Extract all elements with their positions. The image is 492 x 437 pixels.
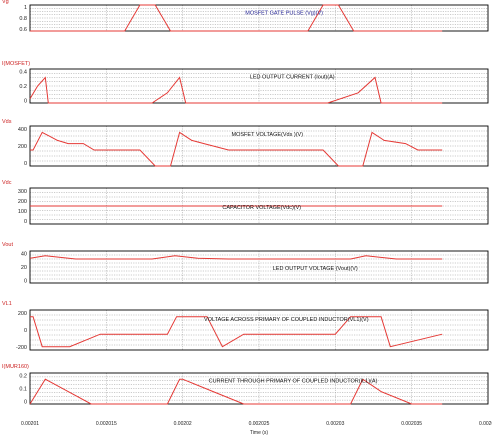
y-tick-label: 200 xyxy=(18,311,27,317)
y-tick-label: 0 xyxy=(24,400,27,406)
trace-annotation: CAPACITOR VOLTAGE(Vdc)(V) xyxy=(222,205,301,211)
signal-trace xyxy=(29,76,443,104)
y-tick-label: 20 xyxy=(21,265,27,271)
panel-4: Vdc 300 200 100 0 CAPACITOR VOLTAGE(Vdc)(V) xyxy=(2,180,489,225)
x-tick-label: 0.00204 xyxy=(479,421,492,427)
panel-1: Vg 1 0.8 0.6 MOSFET GATE PULSE (Vg)(V) xyxy=(2,0,489,33)
y-tick-label: 0.4 xyxy=(19,70,27,76)
y-tick-label: 400 xyxy=(18,127,27,133)
x-tick-label: 0.00202 xyxy=(174,421,192,427)
y-tick-label: 0.6 xyxy=(19,27,27,33)
y-tick-label: 0 xyxy=(24,278,27,284)
panel-ylabel: Vg xyxy=(2,0,9,5)
y-tick-label: 0 xyxy=(24,161,27,167)
panel-frame xyxy=(29,250,489,284)
panel-ylabel: I(MUR160) xyxy=(2,364,29,370)
y-tick-label: 200 xyxy=(18,144,27,150)
signal-trace xyxy=(30,316,443,348)
panel-frame xyxy=(29,125,489,167)
y-tick-label: 0.1 xyxy=(19,387,27,393)
y-tick-label: 0 xyxy=(24,98,27,104)
trace-annotation: VOLTAGE ACROSS PRIMARY OF COUPLED INDUCT… xyxy=(204,317,369,323)
y-tick-label: 300 xyxy=(18,189,27,195)
y-tick-label: 0 xyxy=(24,219,27,225)
signal-trace xyxy=(30,4,443,32)
x-tick-label: 0.002035 xyxy=(401,421,422,427)
x-tick-label: 0.00201 xyxy=(21,421,39,427)
panel-ylabel: Vdc xyxy=(2,180,12,186)
x-axis-label: Time (s) xyxy=(250,430,268,436)
panel-ylabel: VL1 xyxy=(2,301,12,307)
y-tick-label: 200 xyxy=(18,199,27,205)
trace-annotation: MOSFET VOLTAGE(Vds )(V) xyxy=(232,132,304,138)
panel-ylabel: Vds xyxy=(2,119,12,125)
panel-7: I(MUR160) 0.2 0.1 0 CURRENT THROUGH PRIMARY … xyxy=(2,364,489,406)
x-tick-label: 0.00203 xyxy=(326,421,344,427)
panel-6: VL1 200 0 -200 VOLTAGE ACROSS PRIMARY OF COU… xyxy=(2,301,489,351)
trace-annotation: LED OUTPUT CURRENT (Iout)(A) xyxy=(250,74,335,80)
panel-ylabel: Vout xyxy=(2,242,13,248)
panel-ylabel: I(MOSFET) xyxy=(2,61,30,67)
x-tick-label: 0.002015 xyxy=(96,421,117,427)
y-tick-label: 0 xyxy=(24,328,27,334)
signal-trace xyxy=(29,255,443,260)
time-axis: 0.00201 0.002015 0.00202 0.002025 0.00203 0.0… xyxy=(21,421,492,436)
signal-trace xyxy=(29,378,443,405)
x-tick-label: 0.002025 xyxy=(249,421,270,427)
y-tick-label: 1 xyxy=(24,5,27,11)
y-tick-label: 0.8 xyxy=(19,16,27,22)
panel-2: I(MOSFET) 0.4 0.2 0 LED OUTPUT CURRENT (Iout… xyxy=(2,61,489,104)
y-tick-label: 0.2 xyxy=(19,373,27,379)
trace-annotation: LED OUTPUT VOLTAGE (Vout)(V) xyxy=(273,266,358,272)
y-tick-label: -200 xyxy=(16,345,27,351)
trace-annotation: CURRENT THROUGH PRIMARY OF COUPLED INDUC… xyxy=(209,378,378,384)
y-tick-label: 40 xyxy=(21,252,27,258)
signal-trace xyxy=(30,131,443,167)
y-tick-label: 100 xyxy=(18,209,27,215)
y-tick-label: 0.2 xyxy=(19,84,27,90)
panel-3: Vds 400 200 0 MOSFET VOLTAGE(Vds )(V) xyxy=(2,119,489,167)
panel-5: Vout 40 20 0 LED OUTPUT VOLTAGE (Vout)(V) xyxy=(2,242,489,284)
trace-annotation: MOSFET GATE PULSE (Vg)(V) xyxy=(245,10,323,16)
panel-frame xyxy=(29,309,489,351)
